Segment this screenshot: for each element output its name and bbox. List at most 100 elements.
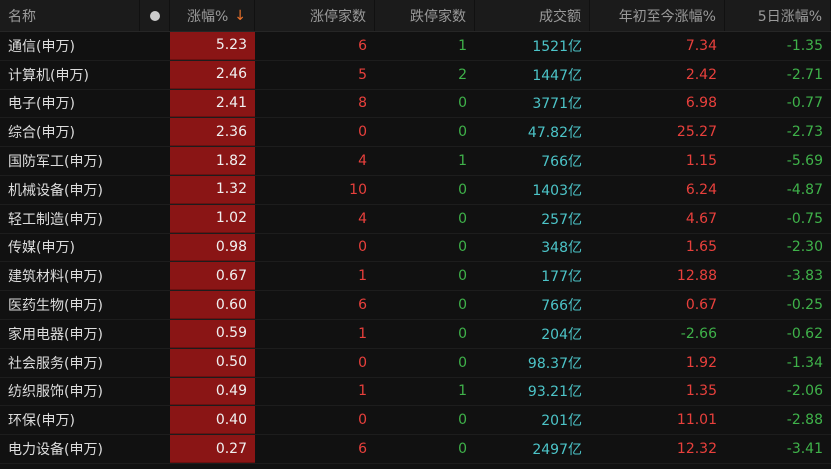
dot-cell	[140, 349, 170, 377]
limit-down-cell: 0	[458, 325, 467, 342]
dot-cell	[140, 234, 170, 262]
limit-up-cell: 6	[358, 297, 367, 314]
dot-cell	[140, 90, 170, 118]
turnover-cell: 3771亿	[532, 96, 582, 113]
five-day-cell: -3.83	[786, 268, 823, 285]
ytd-cell: -2.66	[680, 325, 717, 342]
change-cell: 2.36	[170, 118, 255, 147]
limit-up-cell: 4	[358, 210, 367, 227]
turnover-cell: 1521亿	[532, 38, 582, 55]
name-cell: 纺织服饰(申万)	[8, 384, 103, 401]
col-5day-header[interactable]: 5日涨幅%	[725, 0, 831, 31]
ytd-cell: 12.32	[676, 441, 717, 458]
dot-cell	[140, 32, 170, 60]
col-name-header[interactable]: 名称	[0, 0, 140, 31]
table-row[interactable]: 建筑材料(申万) 0.67 1 0 177亿 12.88 -3.83	[0, 262, 831, 292]
name-cell: 建筑材料(申万)	[8, 269, 103, 286]
ytd-cell: 6.98	[685, 95, 717, 112]
five-day-cell: -2.73	[786, 124, 823, 141]
ytd-cell: 2.42	[685, 66, 717, 83]
col-ytd-header[interactable]: 年初至今涨幅%	[590, 0, 725, 31]
limit-up-cell: 4	[358, 153, 367, 170]
table-row[interactable]: 综合(申万) 2.36 0 0 47.82亿 25.27 -2.73	[0, 118, 831, 148]
turnover-cell: 93.21亿	[527, 384, 582, 401]
limit-up-cell: 8	[358, 95, 367, 112]
table-row[interactable]: 环保(申万) 0.40 0 0 201亿 11.01 -2.88	[0, 406, 831, 436]
table-row[interactable]: 轻工制造(申万) 1.02 4 0 257亿 4.67 -0.75	[0, 204, 831, 234]
ytd-cell: 1.15	[685, 153, 717, 170]
change-cell: 1.02	[170, 204, 255, 233]
limit-up-cell: 6	[358, 441, 367, 458]
table-row[interactable]: 电子(申万) 2.41 8 0 3771亿 6.98 -0.77	[0, 89, 831, 119]
table-row[interactable]: 纺织服饰(申万) 0.49 1 1 93.21亿 1.35 -2.06	[0, 377, 831, 407]
table-row[interactable]: 社会服务(申万) 0.50 0 0 98.37亿 1.92 -1.34	[0, 348, 831, 378]
limit-down-cell: 1	[458, 37, 467, 54]
dot-cell	[140, 435, 170, 463]
table-row[interactable]: 家用电器(申万) 0.59 1 0 204亿 -2.66 -0.62	[0, 319, 831, 349]
ytd-cell: 6.24	[685, 181, 717, 198]
status-dot-header[interactable]	[140, 0, 170, 31]
table-row[interactable]: 国防军工(申万) 1.82 4 1 766亿 1.15 -5.69	[0, 147, 831, 176]
ytd-cell: 1.65	[685, 239, 717, 256]
dot-cell	[140, 406, 170, 434]
table-row[interactable]: 电力设备(申万) 0.27 6 0 2497亿 12.32 -3.41	[0, 435, 831, 464]
turnover-cell: 348亿	[541, 240, 582, 257]
col-change-label: 涨幅%	[186, 8, 229, 25]
dot-cell	[140, 176, 170, 204]
five-day-cell: -0.62	[786, 325, 823, 342]
limit-down-cell: 0	[458, 412, 467, 429]
change-cell: 1.82	[170, 147, 255, 175]
five-day-cell: -2.71	[786, 66, 823, 83]
limit-up-cell: 1	[358, 383, 367, 400]
ytd-cell: 1.35	[685, 383, 717, 400]
five-day-cell: -0.75	[786, 210, 823, 227]
dot-cell	[140, 291, 170, 319]
ytd-cell: 25.27	[676, 124, 717, 141]
dot-icon	[149, 10, 160, 21]
name-cell: 通信(申万)	[8, 38, 75, 55]
col-limit-up-header[interactable]: 涨停家数	[255, 0, 375, 31]
change-cell: 1.32	[170, 175, 255, 204]
name-cell: 电力设备(申万)	[8, 442, 103, 459]
col-change-header[interactable]: 涨幅% ↓	[170, 0, 255, 31]
limit-up-cell: 0	[358, 412, 367, 429]
change-cell: 5.23	[170, 32, 255, 60]
name-cell: 国防军工(申万)	[8, 154, 103, 171]
table-row[interactable]: 医药生物(申万) 0.60 6 0 766亿 0.67 -0.25	[0, 291, 831, 320]
name-cell: 家用电器(申万)	[8, 326, 103, 343]
col-turnover-header[interactable]: 成交额	[475, 0, 590, 31]
dot-cell	[140, 262, 170, 290]
ytd-cell: 4.67	[685, 210, 717, 227]
table-row[interactable]: 通信(申万) 5.23 6 1 1521亿 7.34 -1.35	[0, 32, 831, 61]
name-cell: 轻工制造(申万)	[8, 211, 103, 228]
table-row[interactable]: 计算机(申万) 2.46 5 2 1447亿 2.42 -2.71	[0, 60, 831, 90]
turnover-cell: 1403亿	[532, 182, 582, 199]
dot-cell	[140, 61, 170, 89]
name-cell: 医药生物(申万)	[8, 298, 103, 315]
limit-up-cell: 1	[358, 268, 367, 285]
dot-cell	[140, 378, 170, 406]
col-limit-down-header[interactable]: 跌停家数	[375, 0, 475, 31]
limit-up-cell: 10	[349, 181, 367, 198]
five-day-cell: -0.77	[786, 95, 823, 112]
table-row[interactable]: 机械设备(申万) 1.32 10 0 1403亿 6.24 -4.87	[0, 175, 831, 205]
name-cell: 综合(申万)	[8, 125, 75, 142]
five-day-cell: -1.35	[786, 37, 823, 54]
name-cell: 环保(申万)	[8, 413, 75, 430]
limit-down-cell: 0	[458, 210, 467, 227]
ytd-cell: 7.34	[685, 37, 717, 54]
turnover-cell: 766亿	[541, 298, 582, 315]
limit-down-cell: 0	[458, 239, 467, 256]
change-cell: 0.67	[170, 262, 255, 291]
table-row[interactable]: 传媒(申万) 0.98 0 0 348亿 1.65 -2.30	[0, 233, 831, 263]
change-cell: 0.49	[170, 377, 255, 406]
limit-down-cell: 0	[458, 181, 467, 198]
name-cell: 社会服务(申万)	[8, 355, 103, 372]
turnover-cell: 201亿	[541, 413, 582, 430]
limit-down-cell: 1	[458, 153, 467, 170]
limit-up-cell: 0	[358, 239, 367, 256]
turnover-cell: 257亿	[541, 211, 582, 228]
change-cell: 0.98	[170, 233, 255, 262]
limit-down-cell: 1	[458, 383, 467, 400]
turnover-cell: 204亿	[541, 326, 582, 343]
